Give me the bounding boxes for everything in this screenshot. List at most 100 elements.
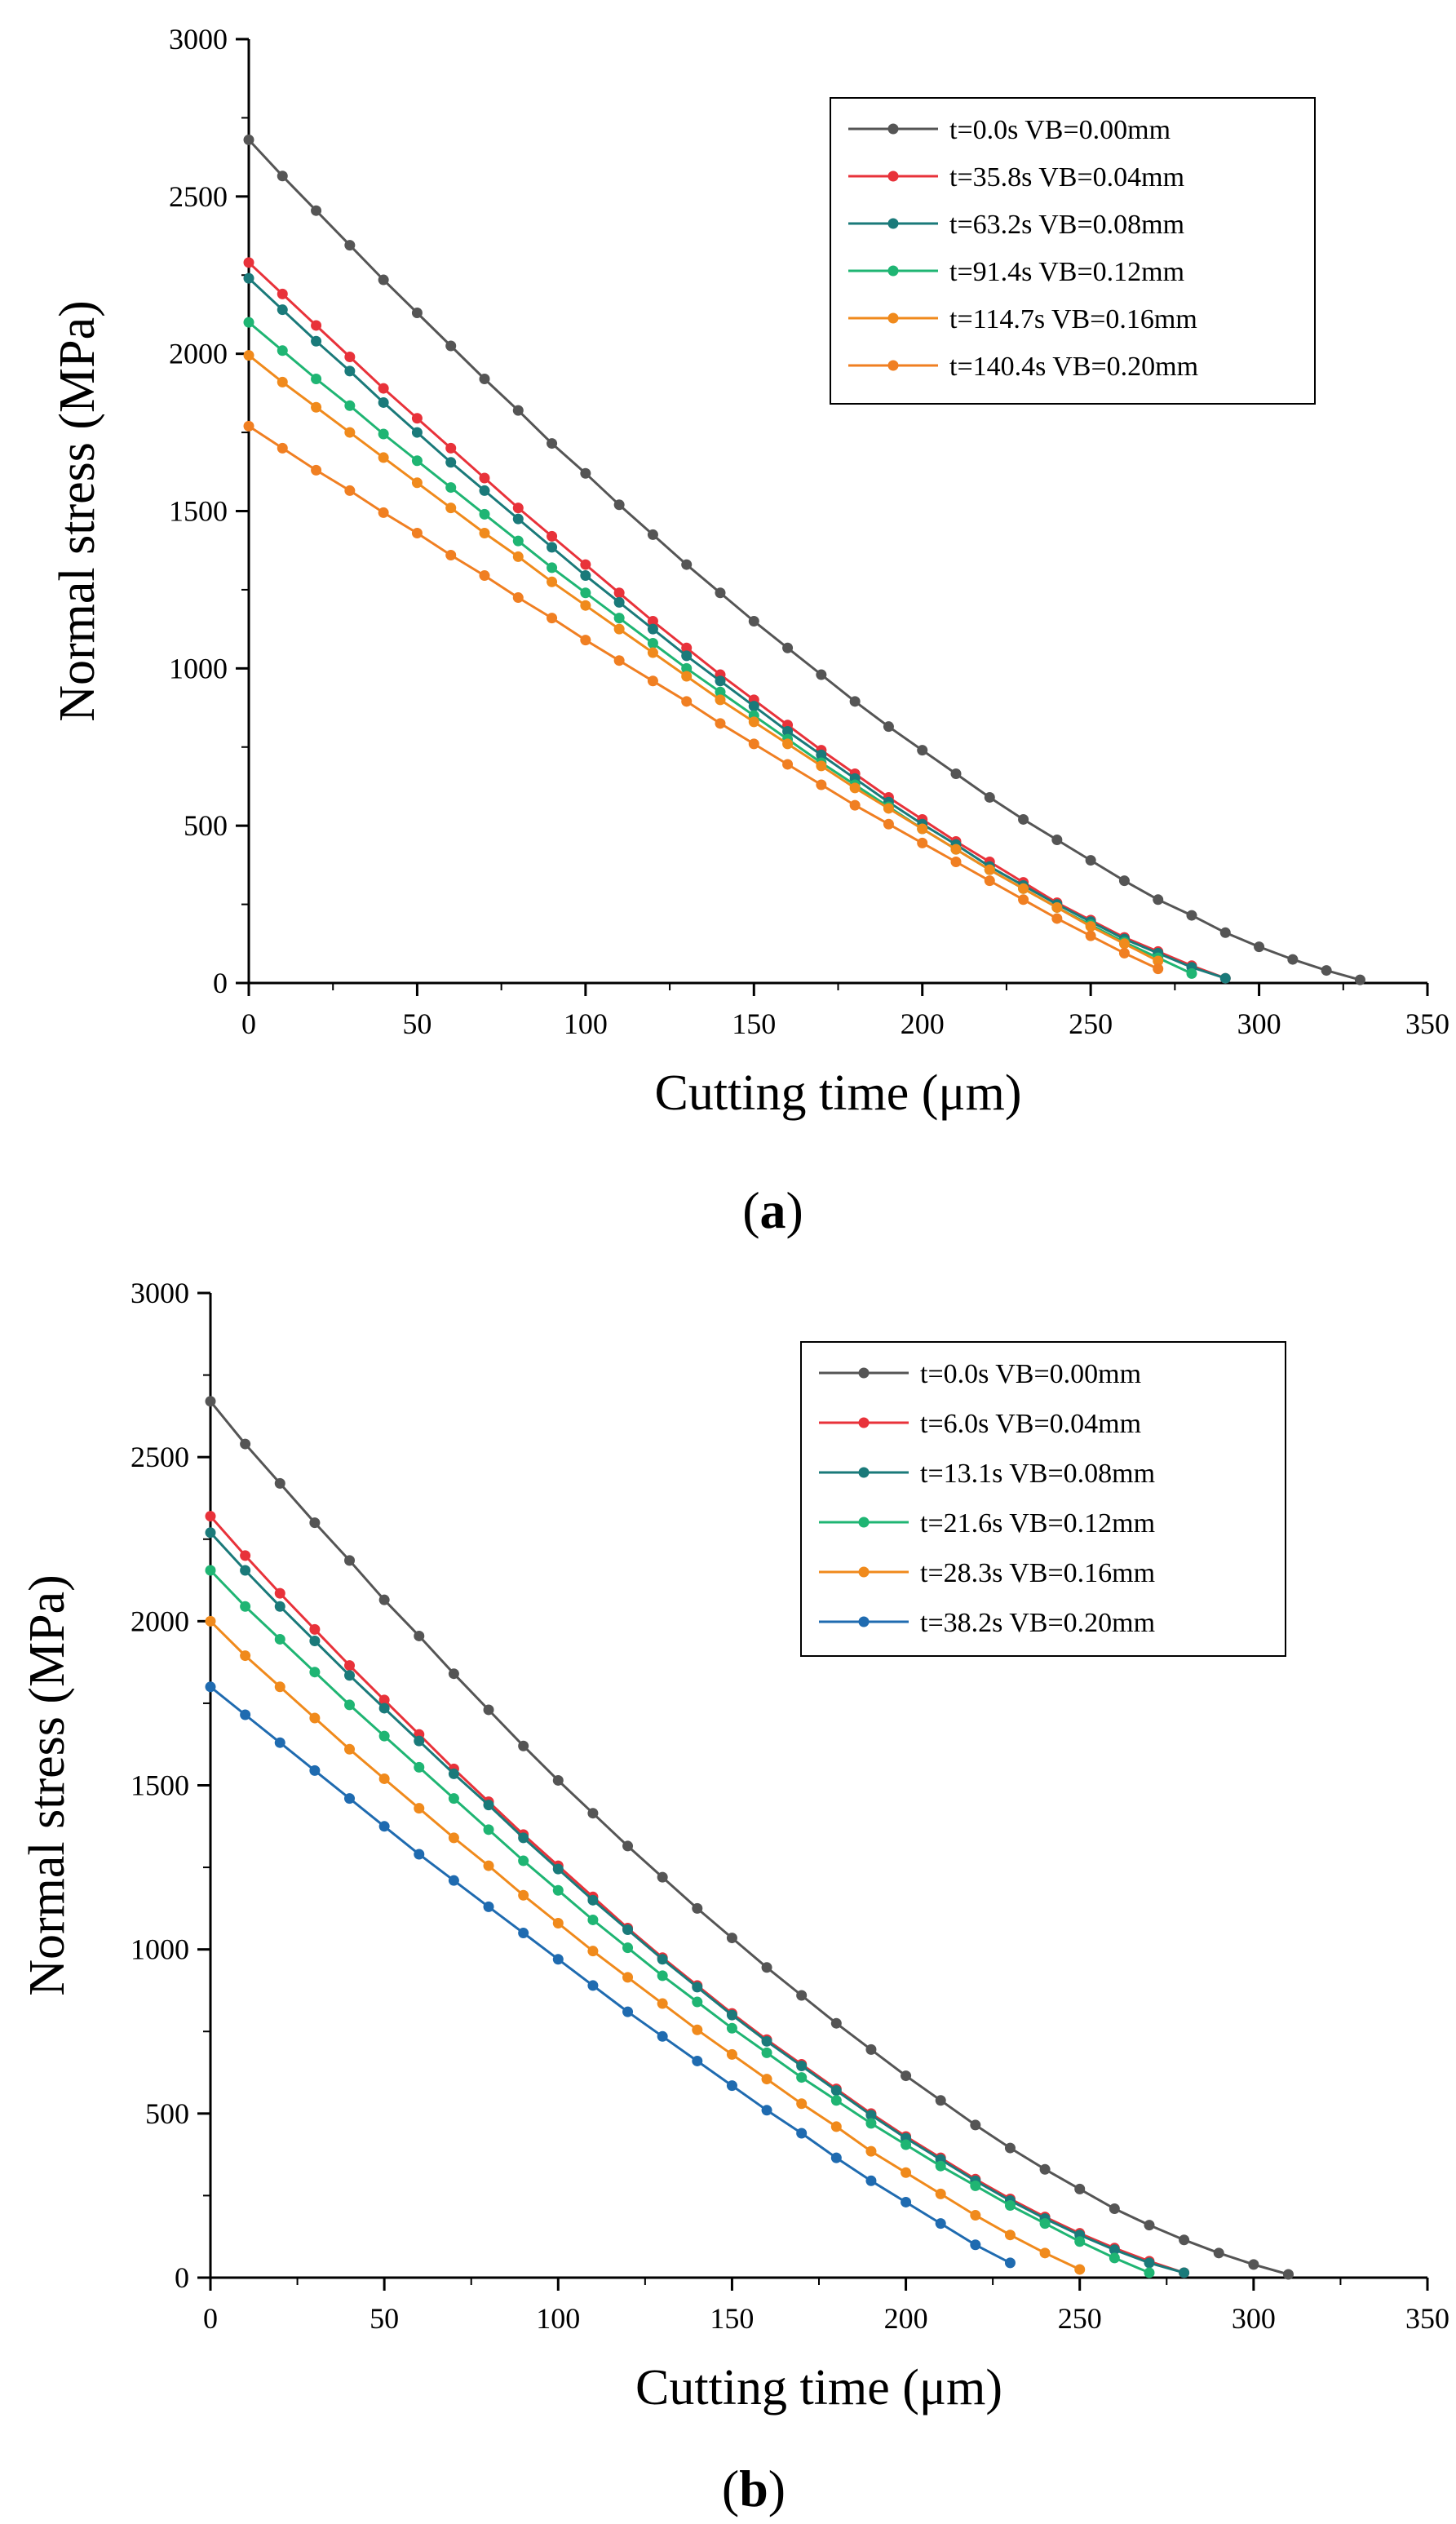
data-point-b-3 <box>344 1699 356 1711</box>
data-point-a-1 <box>411 413 423 424</box>
legend-entry-b: t=28.3s VB=0.16mm <box>920 1558 1155 1588</box>
data-point-b-3 <box>796 2072 808 2083</box>
legend-swatch-marker-b <box>858 1417 870 1428</box>
legend-entry-b: t=0.0s VB=0.00mm <box>920 1359 1141 1389</box>
data-point-b-2 <box>378 1703 390 1714</box>
data-point-a-1 <box>344 352 356 363</box>
data-point-b-4 <box>378 1773 390 1784</box>
legend-box-b <box>800 1341 1286 1657</box>
data-point-b-1 <box>274 1587 285 1599</box>
series-line-a-3 <box>248 321 1193 975</box>
data-point-a-5 <box>782 759 794 770</box>
data-point-b-3 <box>274 1633 285 1645</box>
data-point-b-4 <box>935 2188 946 2199</box>
data-point-b-1 <box>309 1623 321 1635</box>
data-point-a-3 <box>1186 968 1197 979</box>
panel-caption-a: (a) <box>742 1181 803 1239</box>
data-point-a-5 <box>411 527 423 538</box>
data-point-a-1 <box>277 288 288 299</box>
caption-letter-b: b <box>739 2460 768 2517</box>
data-point-a-2 <box>277 304 288 316</box>
data-point-b-3 <box>830 2095 842 2106</box>
data-point-a-1 <box>647 615 658 627</box>
data-point-b-0 <box>935 2095 946 2106</box>
chart-panel-a: 0 50 100 150 200 250 300 350 0 500 1000 1500 2000 250… <box>0 0 1456 1248</box>
x-tick-label-a: 200 <box>901 1007 945 1040</box>
data-point-a-3 <box>243 317 254 328</box>
data-point-a-4 <box>277 376 288 387</box>
data-point-b-3 <box>1144 2267 1155 2278</box>
data-point-a-5 <box>917 837 928 848</box>
data-point-a-4 <box>580 600 591 611</box>
data-point-b-5 <box>692 2055 703 2066</box>
data-point-a-5 <box>243 420 254 432</box>
data-point-a-0 <box>715 587 726 599</box>
data-point-a-4 <box>378 452 389 463</box>
data-point-a-4 <box>547 576 558 587</box>
data-point-b-5 <box>344 1793 356 1804</box>
x-tick-label-b: 300 <box>1232 2302 1276 2335</box>
data-point-a-4 <box>647 647 658 658</box>
data-point-b-0 <box>1282 2269 1294 2280</box>
data-point-b-2 <box>692 1982 703 1993</box>
x-tick-label-b: 0 <box>203 2302 218 2335</box>
data-point-b-3 <box>761 2047 772 2058</box>
data-point-a-5 <box>1153 963 1164 975</box>
series-line-a-1 <box>247 261 1226 980</box>
data-point-a-0 <box>681 559 693 570</box>
series-line-a-0 <box>247 139 1361 981</box>
legend-entry-a: t=114.7s VB=0.16mm <box>949 304 1197 334</box>
data-point-b-0 <box>1248 2259 1259 2270</box>
data-point-b-2 <box>761 2035 772 2047</box>
data-point-b-4 <box>726 2048 737 2060</box>
data-point-b-5 <box>205 1681 216 1693</box>
data-point-a-2 <box>512 513 524 525</box>
data-point-a-5 <box>748 738 759 750</box>
legend-entry-a: t=0.0s VB=0.00mm <box>949 115 1171 145</box>
data-point-a-3 <box>681 662 693 674</box>
data-point-b-2 <box>518 1832 529 1844</box>
y-tick-label-b: 3000 <box>131 1277 189 1309</box>
data-point-b-2 <box>622 1924 634 1936</box>
data-point-a-2 <box>445 457 457 468</box>
data-point-b-0 <box>274 1477 285 1489</box>
data-point-a-2 <box>748 701 759 712</box>
data-point-a-2 <box>715 675 726 687</box>
data-point-a-5 <box>950 857 962 868</box>
data-point-b-5 <box>830 2152 842 2163</box>
data-point-b-3 <box>622 1942 634 1954</box>
data-point-b-2 <box>205 1527 216 1539</box>
data-point-a-4 <box>1051 901 1063 913</box>
data-point-a-1 <box>580 559 591 570</box>
y-tick-label-a: 2500 <box>169 180 228 213</box>
data-point-b-0 <box>796 1990 808 2001</box>
data-point-b-0 <box>414 1630 425 1641</box>
data-point-b-4 <box>657 1998 668 2009</box>
legend-entry-b: t=38.2s VB=0.20mm <box>920 1608 1155 1638</box>
data-point-a-2 <box>816 749 827 760</box>
x-tick-label-a: 50 <box>402 1007 431 1040</box>
data-point-a-2 <box>1219 972 1231 984</box>
data-point-a-4 <box>715 694 726 706</box>
data-point-b-0 <box>344 1555 356 1566</box>
data-point-b-0 <box>1039 2163 1051 2175</box>
data-point-b-2 <box>657 1954 668 1965</box>
data-point-b-5 <box>309 1765 321 1776</box>
data-point-a-3 <box>311 374 322 385</box>
data-point-a-4 <box>512 551 524 562</box>
chart-a-svg: 0 50 100 150 200 250 300 350 0 500 1000 1500 2000 250… <box>50 23 1449 1239</box>
data-point-b-5 <box>622 2006 634 2017</box>
data-point-a-4 <box>849 782 861 794</box>
data-point-a-0 <box>411 308 423 319</box>
data-point-a-0 <box>816 669 827 680</box>
data-point-b-0 <box>448 1668 459 1680</box>
data-point-a-4 <box>950 844 962 855</box>
data-point-b-0 <box>552 1774 564 1786</box>
data-point-b-3 <box>935 2160 946 2172</box>
data-point-a-2 <box>243 272 254 284</box>
data-point-a-0 <box>782 642 794 653</box>
data-point-a-3 <box>647 637 658 649</box>
y-tick-label-a: 1500 <box>169 495 228 528</box>
data-point-a-0 <box>512 405 524 416</box>
data-point-a-4 <box>479 527 490 538</box>
